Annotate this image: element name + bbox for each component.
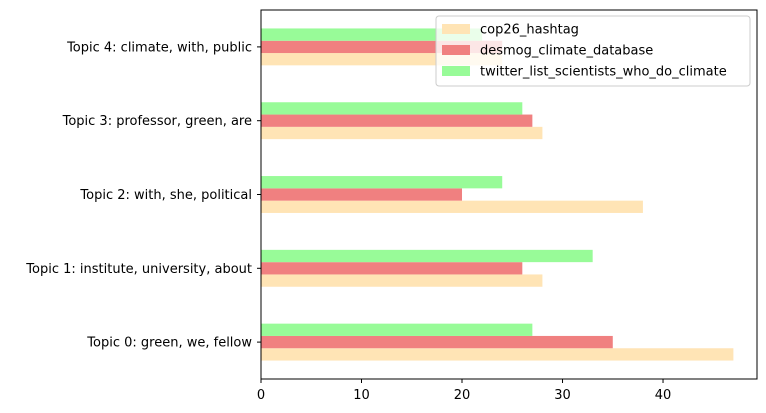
x-tick-label: 20 — [454, 388, 471, 403]
legend-swatch-cop26_hashtag — [442, 24, 470, 34]
bar-twitter_list_scientists_who_do_climate-topic-2 — [261, 176, 503, 189]
bar-cop26_hashtag-topic-2 — [261, 200, 643, 213]
x-tick-label: 10 — [353, 388, 370, 403]
legend-label-twitter_list_scientists_who_do_climate: twitter_list_scientists_who_do_climate — [480, 65, 727, 80]
bar-cop26_hashtag-topic-0 — [261, 348, 734, 361]
bar-twitter_list_scientists_who_do_climate-topic-4 — [261, 28, 483, 41]
legend-label-desmog_climate_database: desmog_climate_database — [480, 44, 653, 59]
x-axis-ticks: 0 10 20 30 40 — [257, 379, 671, 403]
legend-swatch-desmog_climate_database — [442, 45, 470, 55]
x-tick-label: 0 — [257, 388, 265, 403]
legend: cop26_hashtag desmog_climate_databasetwit… — [435, 15, 751, 87]
y-tick-label: Topic 3: professor, green, are — [62, 114, 252, 129]
x-tick-label: 40 — [655, 388, 672, 403]
y-tick-label: Topic 1: institute, university, about — [25, 262, 252, 277]
bar-desmog_climate_database-topic-0 — [261, 335, 613, 349]
plot-frame — [260, 9, 758, 380]
bar-desmog_climate_database-topic-2 — [261, 188, 463, 201]
y-tick-label: Topic 2: with, she, political — [79, 188, 252, 203]
y-axis-ticks: Topic 0: green, we, fellow Topic 1: insti… — [25, 40, 261, 351]
legend-box — [435, 15, 751, 87]
x-tick-label: 30 — [554, 388, 571, 403]
bar-cop26_hashtag-topic-3 — [261, 126, 543, 140]
bar-cop26_hashtag-topic-1 — [261, 274, 543, 287]
legend-swatch-twitter_list_scientists_who_do_climate — [442, 66, 470, 76]
y-tick-label: Topic 0: green, we, fellow — [86, 336, 252, 351]
y-tick-label: Topic 4: climate, with, public — [66, 40, 252, 55]
bar-twitter_list_scientists_who_do_climate-topic-1 — [261, 249, 593, 263]
legend-label-cop26_hashtag: cop26_hashtag — [480, 23, 579, 38]
bar-desmog_climate_database-topic-3 — [261, 114, 533, 127]
bar-twitter_list_scientists_who_do_climate-topic-0 — [261, 323, 533, 336]
bar-twitter_list_scientists_who_do_climate-topic-3 — [261, 102, 523, 115]
bar-desmog_climate_database-topic-1 — [261, 262, 523, 275]
